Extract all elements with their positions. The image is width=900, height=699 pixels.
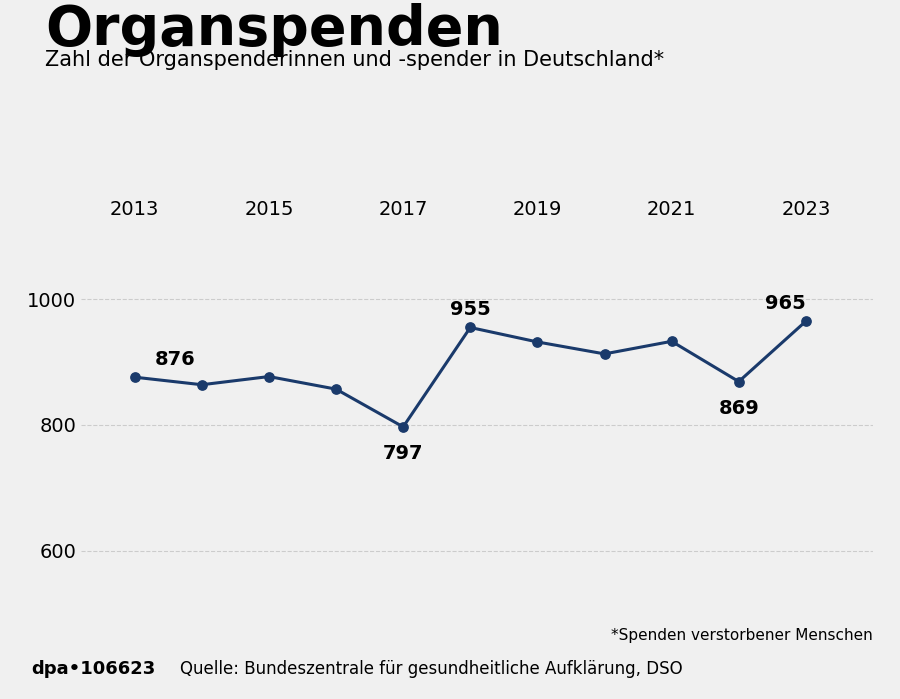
Text: 869: 869	[718, 398, 759, 417]
Text: *Spenden verstorbener Menschen: *Spenden verstorbener Menschen	[611, 628, 873, 642]
Point	[262, 371, 276, 382]
Text: Organspenden: Organspenden	[45, 3, 503, 57]
Text: 797: 797	[382, 444, 423, 463]
Point	[798, 315, 813, 326]
Point	[396, 421, 410, 433]
Point	[732, 376, 746, 387]
Point	[194, 379, 209, 390]
Point	[598, 348, 612, 359]
Text: dpa•106623: dpa•106623	[32, 661, 156, 678]
Text: 955: 955	[450, 301, 491, 319]
Point	[328, 384, 343, 395]
Text: 965: 965	[765, 294, 806, 313]
Text: Quelle: Bundeszentrale für gesundheitliche Aufklärung, DSO: Quelle: Bundeszentrale für gesundheitlic…	[180, 661, 682, 678]
Point	[128, 372, 142, 383]
Point	[530, 336, 544, 347]
Text: 876: 876	[155, 350, 195, 369]
Text: Zahl der Organspenderinnen und -spender in Deutschland*: Zahl der Organspenderinnen und -spender …	[45, 50, 664, 71]
Point	[464, 322, 478, 333]
Point	[664, 336, 679, 347]
